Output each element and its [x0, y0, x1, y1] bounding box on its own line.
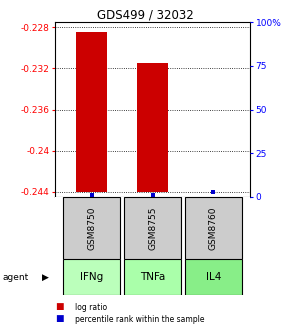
- Text: ■: ■: [55, 314, 64, 324]
- Text: GSM8750: GSM8750: [87, 206, 96, 250]
- Bar: [124, 259, 181, 295]
- Text: ■: ■: [55, 302, 64, 311]
- Text: GDS499 / 32032: GDS499 / 32032: [97, 8, 193, 21]
- Text: agent: agent: [3, 272, 29, 282]
- Bar: [185, 197, 242, 259]
- Bar: [137, 63, 168, 192]
- Text: IL4: IL4: [206, 272, 221, 282]
- Bar: [63, 197, 120, 259]
- Text: GSM8760: GSM8760: [209, 206, 218, 250]
- Text: percentile rank within the sample: percentile rank within the sample: [75, 314, 205, 324]
- Text: ▶: ▶: [42, 272, 49, 282]
- Text: TNFa: TNFa: [140, 272, 165, 282]
- Bar: [124, 197, 181, 259]
- Bar: [185, 259, 242, 295]
- Text: log ratio: log ratio: [75, 302, 107, 311]
- Text: IFNg: IFNg: [80, 272, 103, 282]
- Text: GSM8755: GSM8755: [148, 206, 157, 250]
- Bar: [76, 32, 107, 192]
- Bar: [63, 259, 120, 295]
